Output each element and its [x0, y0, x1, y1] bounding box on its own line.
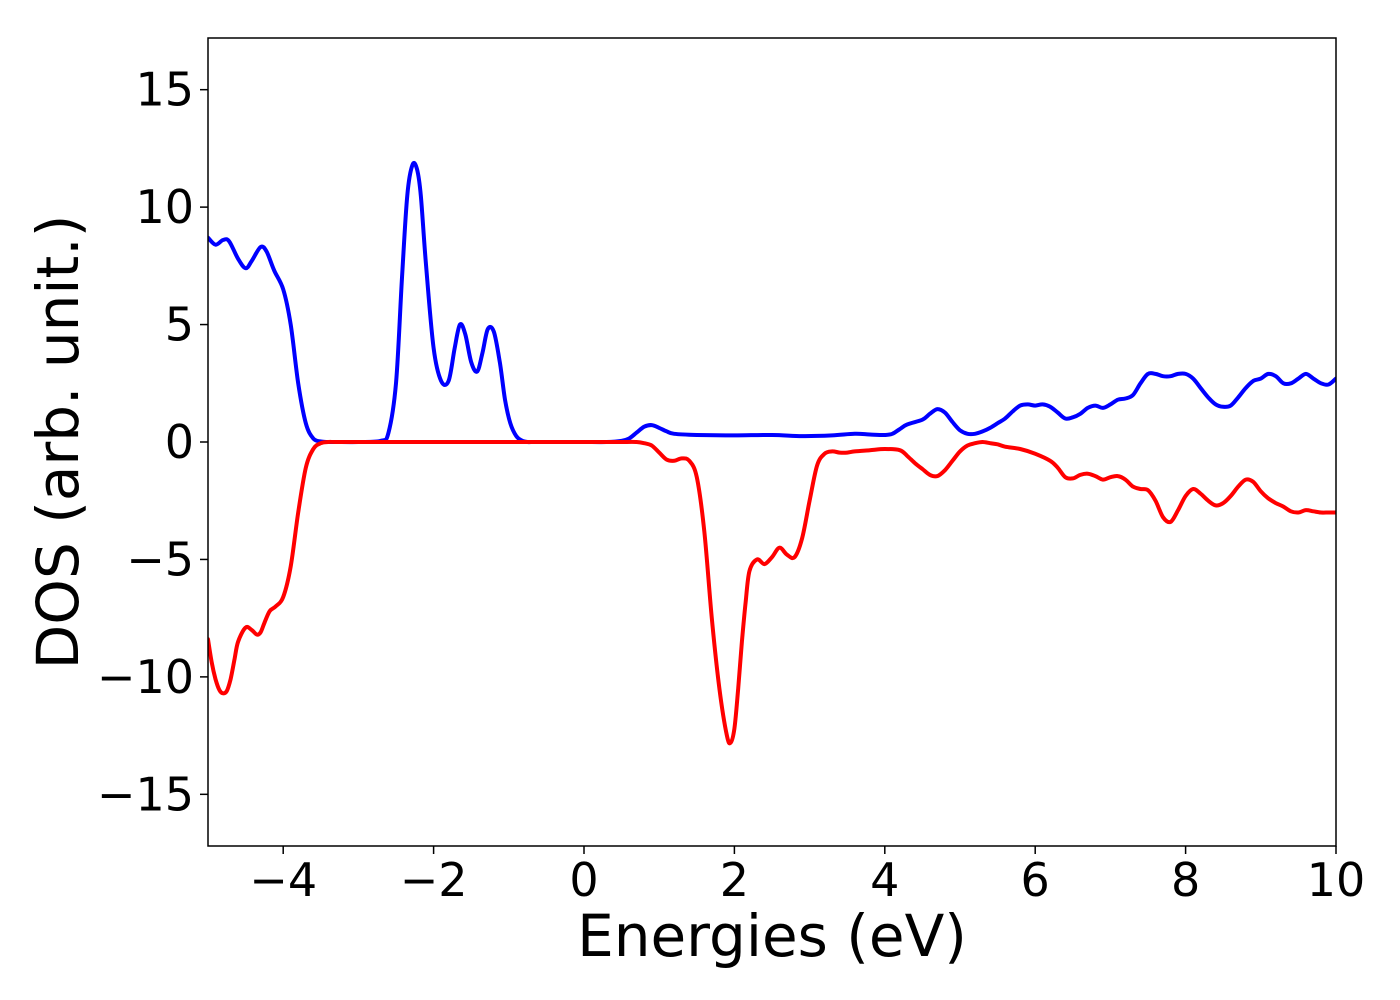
series-line-1 [208, 161, 1336, 445]
series-line-2 [208, 439, 1336, 746]
x-tick-label: 0 [569, 853, 598, 907]
y-tick-label: 5 [165, 298, 194, 352]
x-tick-label: 4 [870, 853, 899, 907]
y-tick-label: −10 [97, 650, 194, 704]
series-layer [208, 161, 1336, 746]
x-axis: −4 −2 0 2 4 6 8 10 [249, 846, 1365, 907]
y-tick-label: −5 [126, 532, 194, 586]
y-tick-label: 15 [135, 63, 194, 117]
x-tick-label: −4 [249, 853, 317, 907]
x-tick-label: 2 [720, 853, 749, 907]
y-axis: −15 −10 −5 0 5 10 15 [97, 63, 208, 821]
x-tick-label: −2 [400, 853, 468, 907]
x-axis-title: Energies (eV) [577, 902, 967, 970]
x-tick-label: 8 [1171, 853, 1200, 907]
y-tick-label: −15 [97, 767, 194, 821]
y-tick-label: 0 [165, 415, 194, 469]
y-tick-label: 10 [135, 180, 194, 234]
y-axis-title: DOS (arb. unit.) [24, 215, 92, 670]
x-tick-label: 6 [1021, 853, 1050, 907]
x-tick-label: 10 [1307, 853, 1366, 907]
